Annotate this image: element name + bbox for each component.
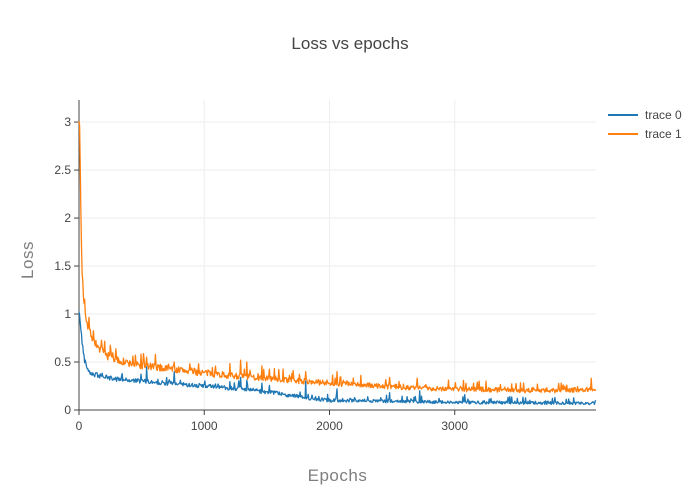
y-tick-label-1: 1 — [64, 307, 71, 321]
x-axis-title: Epochs — [307, 466, 368, 485]
y-tick-label-1.5: 1.5 — [54, 259, 71, 273]
legend-label-trace-1: trace 1 — [645, 126, 682, 141]
x-tick-label-2000: 2000 — [316, 419, 343, 433]
legend-item-trace-1[interactable]: trace 1 — [608, 124, 682, 143]
legend: trace 0 trace 1 — [608, 105, 682, 143]
legend-item-trace-0[interactable]: trace 0 — [608, 105, 682, 124]
legend-label-trace-0: trace 0 — [645, 107, 682, 122]
y-axis-title: Loss — [18, 241, 37, 279]
chart-title: Loss vs epochs — [291, 34, 409, 53]
series-line-trace-1[interactable] — [78, 121, 597, 394]
y-tick-label-3: 3 — [64, 115, 71, 129]
x-tick-label-0: 0 — [76, 419, 83, 433]
y-tick-label-2.5: 2.5 — [54, 163, 71, 177]
series-line-trace-0[interactable] — [78, 311, 597, 406]
legend-line-sample-trace-0 — [608, 113, 638, 116]
y-tick-label-2: 2 — [64, 211, 71, 225]
legend-line-sample-trace-1 — [608, 132, 638, 135]
y-tick-label-0: 0 — [64, 403, 71, 417]
x-tick-label-3000: 3000 — [441, 419, 468, 433]
y-tick-label-0.5: 0.5 — [54, 355, 71, 369]
x-tick-label-1000: 1000 — [191, 419, 218, 433]
